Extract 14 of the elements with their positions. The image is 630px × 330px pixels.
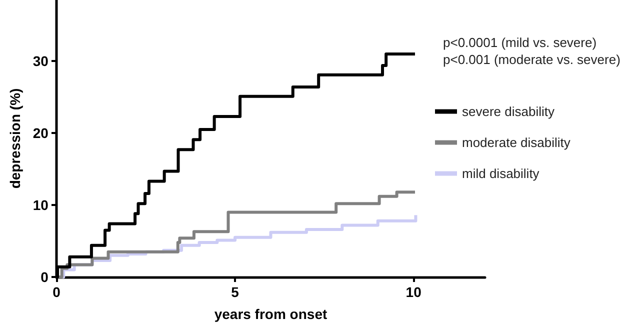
x-tick-label: 10 bbox=[406, 284, 422, 300]
x-tick-label: 0 bbox=[52, 284, 61, 300]
y-tick-label: 30 bbox=[32, 53, 49, 70]
annotation: p<0.001 (moderate vs. severe) bbox=[443, 52, 620, 67]
y-tick-label: 20 bbox=[32, 125, 49, 142]
legend-label: moderate disability bbox=[462, 135, 571, 150]
y-tick-label: 0 bbox=[40, 269, 49, 285]
legend-label: severe disability bbox=[462, 104, 555, 119]
x-axis-title: years from onset bbox=[214, 306, 328, 322]
annotation: p<0.0001 (mild vs. severe) bbox=[443, 35, 597, 50]
y-axis-title: depression (%) bbox=[7, 88, 23, 189]
x-tick-label: 5 bbox=[231, 284, 240, 300]
legend-label: mild disability bbox=[462, 166, 540, 181]
y-tick-label: 10 bbox=[32, 197, 49, 214]
